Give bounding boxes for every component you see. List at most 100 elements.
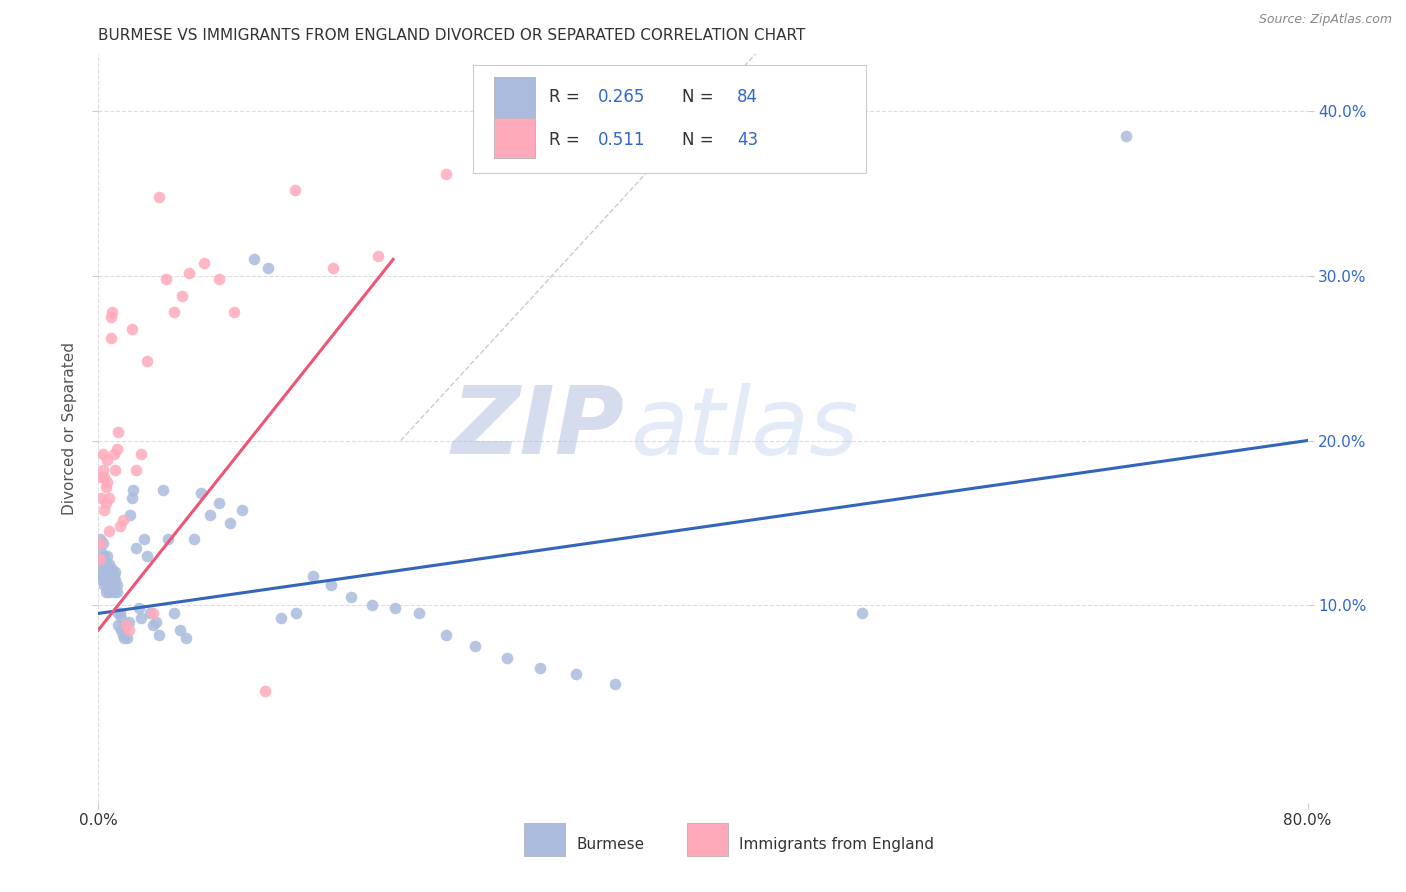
- Point: [104, 574, 127, 588]
- Point: [91, 574, 114, 588]
- FancyBboxPatch shape: [524, 823, 565, 856]
- Point: [190, 486, 212, 500]
- Point: [107, 607, 129, 621]
- Point: [108, 607, 131, 621]
- Point: [361, 598, 384, 612]
- Point: [302, 568, 325, 582]
- Text: R =: R =: [550, 88, 585, 106]
- Point: [132, 533, 155, 547]
- Point: [103, 568, 125, 582]
- Point: [148, 628, 170, 642]
- Point: [340, 590, 363, 604]
- Text: N =: N =: [682, 131, 720, 149]
- Point: [208, 272, 231, 286]
- Point: [114, 618, 136, 632]
- Point: [163, 607, 186, 621]
- Point: [93, 578, 115, 592]
- Point: [224, 305, 246, 319]
- Point: [114, 618, 136, 632]
- Point: [219, 516, 242, 530]
- Point: [179, 266, 201, 280]
- Point: [367, 249, 389, 263]
- Point: [89, 535, 111, 549]
- Point: [145, 615, 167, 629]
- Point: [111, 628, 134, 642]
- Point: [115, 631, 138, 645]
- Point: [94, 574, 117, 588]
- Point: [112, 631, 135, 645]
- Point: [163, 305, 186, 319]
- Point: [129, 447, 152, 461]
- Point: [91, 463, 114, 477]
- Point: [408, 607, 430, 621]
- Point: [118, 615, 141, 629]
- Point: [94, 585, 117, 599]
- Text: Source: ZipAtlas.com: Source: ZipAtlas.com: [1258, 13, 1392, 27]
- Point: [193, 255, 215, 269]
- Point: [91, 535, 114, 549]
- Text: Burmese: Burmese: [576, 837, 644, 852]
- Point: [464, 640, 486, 654]
- Point: [89, 533, 111, 547]
- Point: [128, 601, 150, 615]
- Point: [152, 483, 174, 497]
- Point: [96, 453, 118, 467]
- Point: [89, 552, 111, 566]
- Point: [256, 260, 278, 275]
- Point: [103, 447, 125, 461]
- Point: [231, 502, 253, 516]
- Text: atlas: atlas: [630, 383, 859, 474]
- Point: [96, 562, 118, 576]
- Point: [208, 496, 231, 510]
- Point: [495, 651, 517, 665]
- Point: [93, 502, 115, 516]
- Point: [129, 611, 152, 625]
- Point: [108, 519, 131, 533]
- Point: [1115, 128, 1137, 143]
- Text: 43: 43: [737, 131, 758, 149]
- Point: [111, 512, 134, 526]
- Point: [120, 508, 142, 522]
- Point: [200, 508, 222, 522]
- Text: BURMESE VS IMMIGRANTS FROM ENGLAND DIVORCED OR SEPARATED CORRELATION CHART: BURMESE VS IMMIGRANTS FROM ENGLAND DIVOR…: [98, 28, 806, 43]
- Point: [96, 549, 118, 563]
- Point: [142, 607, 165, 621]
- Point: [98, 557, 121, 571]
- Point: [139, 607, 162, 621]
- Point: [174, 631, 197, 645]
- Text: 0.265: 0.265: [598, 88, 645, 106]
- Point: [90, 491, 112, 505]
- Point: [100, 331, 122, 345]
- Point: [135, 354, 157, 368]
- Point: [90, 557, 112, 571]
- Point: [321, 578, 343, 592]
- Point: [105, 442, 128, 456]
- Point: [94, 496, 117, 510]
- Point: [183, 533, 205, 547]
- Text: R =: R =: [550, 131, 591, 149]
- Point: [105, 585, 128, 599]
- FancyBboxPatch shape: [494, 118, 534, 159]
- Point: [98, 585, 121, 599]
- Point: [155, 272, 177, 286]
- Point: [169, 623, 191, 637]
- Point: [243, 252, 266, 267]
- Point: [125, 541, 148, 555]
- Point: [156, 533, 179, 547]
- Point: [434, 167, 457, 181]
- Point: [284, 183, 307, 197]
- FancyBboxPatch shape: [474, 65, 866, 173]
- Point: [104, 463, 127, 477]
- Point: [605, 677, 627, 691]
- Point: [285, 607, 308, 621]
- Y-axis label: Divorced or Separated: Divorced or Separated: [62, 342, 77, 515]
- Point: [322, 260, 344, 275]
- Point: [93, 549, 115, 563]
- Point: [100, 310, 122, 324]
- Point: [148, 190, 170, 204]
- Text: 0.511: 0.511: [598, 131, 645, 149]
- Point: [565, 667, 588, 681]
- Point: [104, 566, 127, 580]
- Point: [107, 425, 129, 440]
- Point: [118, 623, 141, 637]
